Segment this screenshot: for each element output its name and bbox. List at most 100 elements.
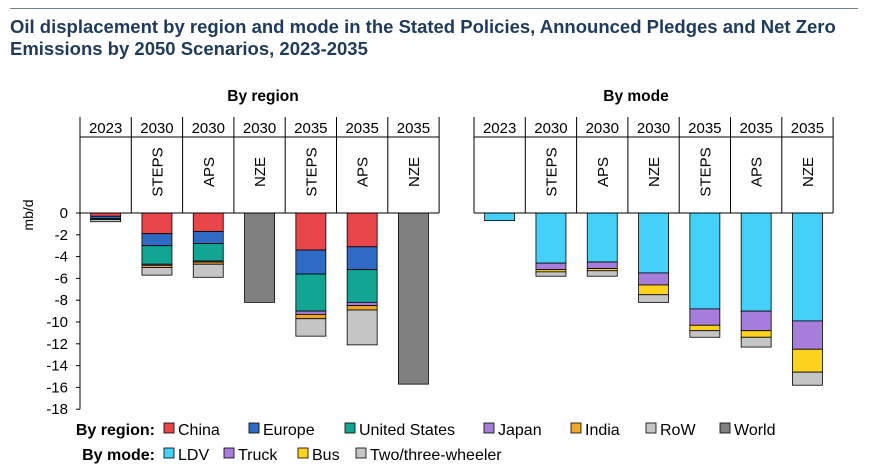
category-scenario-aps: APS [355, 157, 372, 187]
category-scenario-nze: NZE [406, 157, 423, 187]
legend-label-truck: Truck [238, 447, 278, 464]
bar-truck-2030-steps [535, 262, 567, 271]
legend-swatch-two-three-wheeler [355, 447, 367, 459]
legend-label-europe: Europe [263, 422, 315, 439]
bar-two-three-wheeler-2030-steps [535, 271, 567, 277]
legend-label-bus: Bus [312, 447, 340, 464]
y-tick-label: -12 [46, 336, 68, 353]
legend-swatch-japan [483, 422, 495, 434]
bar-row-2035-aps [346, 309, 378, 346]
bar-china-2035-steps [295, 212, 327, 251]
legend-swatch-ldv [163, 447, 175, 459]
bar-truck-2035-nze [792, 320, 823, 350]
legend-swatch-world [719, 422, 731, 434]
bar-europe-2035-aps [346, 246, 378, 271]
bar-united-states-2030-steps [141, 245, 173, 265]
bar-japan-2035-aps [346, 301, 378, 307]
category-scenario-steps: STEPS [149, 147, 166, 196]
y-tick-label: -16 [46, 379, 68, 396]
bar-india-2035-steps [295, 313, 327, 320]
category-scenario-steps: STEPS [543, 147, 560, 196]
category-year-2: 2030 [140, 120, 173, 137]
bar-world-2035-nze [398, 212, 429, 385]
legend: By region: By mode: China Europe United St… [76, 422, 776, 464]
bar-ldv-2030-aps [586, 212, 618, 263]
bar-row-2035-steps [295, 318, 327, 337]
category-year-2: 2030 [534, 120, 567, 137]
legend-swatch-china [163, 422, 175, 434]
bar-bus-2035-nze [792, 348, 823, 373]
category-scenario-steps: STEPS [303, 147, 320, 196]
category-scenario-nze: NZE [646, 157, 663, 187]
legend-label-china: China [178, 422, 220, 439]
category-year-1: 2023 [89, 120, 122, 137]
legend-label-two-three-wheeler: Two/three-wheeler [370, 447, 502, 464]
legend-mode-label: By mode: [82, 447, 155, 464]
bar-china-2030-aps [192, 212, 224, 232]
category-year-7: 2035 [791, 120, 824, 137]
y-tick-label: 0 [60, 205, 68, 222]
category-scenario-nze: NZE [800, 157, 817, 187]
legend-swatch-india [570, 422, 582, 434]
legend-region-label: By region: [76, 422, 155, 439]
bar-two-three-wheeler-2030-aps [586, 270, 618, 277]
bar-ldv-2030-steps [535, 212, 567, 264]
y-axis-label: mb/d [20, 199, 36, 230]
bar-world-2030-nze [244, 212, 275, 303]
panel-by-mode: By mode 2023 2030 STEPS 2030 APS 2030 NZE 2035 S… [473, 88, 834, 386]
legend-label-row: RoW [660, 422, 696, 439]
panel-subtitle-by-mode: By mode [603, 88, 669, 105]
category-year-5: 2035 [688, 120, 721, 137]
bar-united-states-2035-aps [346, 269, 378, 303]
y-tick-label: -18 [46, 401, 68, 418]
bar-india-2035-aps [346, 305, 378, 311]
bar-truck-2030-aps [586, 261, 618, 269]
legend-label-world: World [734, 422, 776, 439]
bar-row-2030-steps [141, 267, 173, 276]
bar-europe-2030-aps [192, 231, 224, 244]
category-year-6: 2035 [739, 120, 772, 137]
bar-two-three-wheeler-2030-nze [638, 294, 669, 303]
category-scenario-steps: STEPS [697, 147, 714, 196]
y-tick-label: -2 [55, 227, 68, 244]
bar-ldv-2030-nze [638, 212, 669, 274]
category-scenario-aps: APS [749, 157, 766, 187]
bar-ldv-2035-steps [689, 212, 721, 310]
top-rule [10, 8, 858, 9]
legend-swatch-row [645, 422, 657, 434]
y-tick-label: -8 [55, 292, 68, 309]
category-year-1: 2023 [483, 120, 516, 137]
bar-japan-2035-steps [295, 310, 327, 315]
bar-truck-2035-aps [740, 310, 772, 332]
bar-ldv-2035-aps [740, 212, 772, 312]
bar-bus-2035-steps [689, 324, 721, 332]
panel-subtitle-by-region: By region [227, 88, 298, 105]
bar-bus-2030-nze [638, 284, 669, 296]
bar-united-states-2035-steps [295, 273, 327, 312]
legend-swatch-truck [223, 447, 235, 459]
category-year-5: 2035 [294, 120, 327, 137]
bar-ldv-2035-nze [792, 212, 823, 322]
bar-europe-2030-steps [141, 233, 173, 247]
legend-swatch-bus [297, 447, 309, 459]
category-year-3: 2030 [586, 120, 619, 137]
bar-row-2030-aps [192, 263, 224, 278]
chart-title: Oil displacement by region and mode in t… [10, 16, 836, 59]
category-year-4: 2030 [243, 120, 276, 137]
category-scenario-nze: NZE [252, 157, 269, 187]
bar-two-three-wheeler-2035-aps [740, 336, 772, 348]
bar-europe-2035-steps [295, 249, 327, 275]
bar-china-2035-aps [346, 212, 378, 248]
legend-label-united-states: United States [359, 422, 455, 439]
bar-row-2023 [90, 219, 122, 223]
legend-label-japan: Japan [498, 422, 542, 439]
category-year-3: 2030 [192, 120, 225, 137]
legend-label-ldv: LDV [178, 447, 209, 464]
bar-truck-2030-nze [638, 272, 669, 286]
legend-swatch-united-states [344, 422, 356, 434]
category-year-7: 2035 [397, 120, 430, 137]
y-tick-label: -4 [55, 249, 68, 266]
category-scenario-aps: APS [595, 157, 612, 187]
category-scenario-aps: APS [201, 157, 218, 187]
